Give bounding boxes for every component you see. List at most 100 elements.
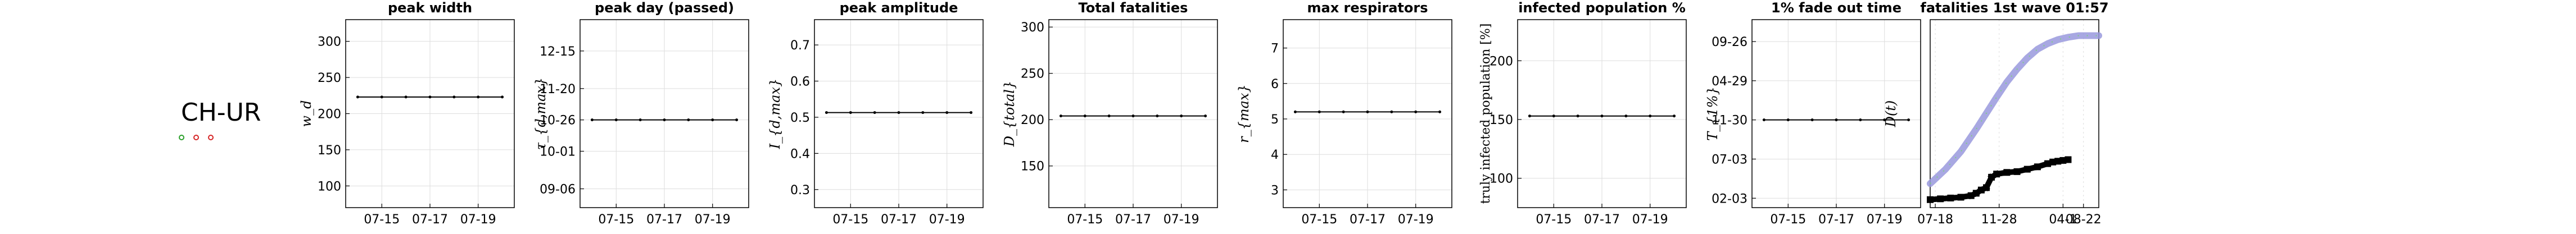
observed-point bbox=[2065, 156, 2072, 163]
y-tick-label: 0.4 bbox=[790, 147, 810, 161]
y-tick-label: 11-20 bbox=[540, 82, 576, 97]
y-axis-label: r_{max} bbox=[1236, 84, 1252, 143]
y-tick-label: 250 bbox=[318, 71, 341, 85]
axes-frame bbox=[345, 19, 515, 208]
chart-panel-2: 09-06 10-01 10-26 11-20 12-15 07-15 07-17 07-19… bbox=[533, 0, 749, 227]
data-point bbox=[1528, 114, 1531, 118]
observed-point bbox=[2034, 163, 2041, 171]
data-point bbox=[639, 118, 642, 122]
y-axis-label: τ_{d,max} bbox=[533, 77, 549, 150]
axes-frame bbox=[1751, 19, 1921, 208]
chart-title: peak width bbox=[388, 0, 472, 16]
data-point bbox=[1131, 114, 1135, 118]
data-point bbox=[970, 111, 973, 114]
x-tick-label: 07-15 bbox=[832, 213, 868, 227]
observed-point bbox=[1947, 194, 1954, 201]
y-tick-label: 300 bbox=[1021, 21, 1044, 35]
x-tick-label: 07-17 bbox=[1818, 213, 1854, 227]
y-axis-label: D(t) bbox=[1883, 100, 1899, 128]
data-point bbox=[825, 111, 828, 114]
y-tick-label: 7 bbox=[1271, 42, 1279, 56]
x-tick-label: 07-18 bbox=[1917, 213, 1953, 227]
x-tick-label: 07-17 bbox=[881, 213, 917, 227]
x-tick-label: 07-19 bbox=[929, 213, 965, 227]
data-point bbox=[1859, 118, 1862, 122]
y-tick-label: 04-29 bbox=[1712, 75, 1747, 89]
data-point bbox=[1318, 110, 1321, 113]
y-tick-label: 0.3 bbox=[790, 183, 810, 198]
y-axis-label: I_{d,max} bbox=[767, 79, 783, 150]
x-tick-label: 07-15 bbox=[1770, 213, 1806, 227]
y-tick-label: 09-26 bbox=[1712, 35, 1747, 49]
observed-point bbox=[2059, 157, 2067, 164]
chart-title: Total fatalities bbox=[1079, 0, 1188, 16]
data-point bbox=[663, 118, 666, 122]
chart-title: peak amplitude bbox=[840, 0, 958, 16]
y-tick-label: 0.6 bbox=[790, 75, 810, 89]
data-point bbox=[428, 95, 432, 99]
data-point bbox=[590, 118, 594, 122]
observed-point bbox=[1993, 171, 2000, 178]
observed-point bbox=[2013, 168, 2021, 175]
y-tick-label: 250 bbox=[1021, 67, 1044, 81]
data-point bbox=[452, 95, 456, 99]
data-point bbox=[1810, 118, 1814, 122]
fit-band bbox=[1927, 32, 2102, 187]
y-tick-label: 09-06 bbox=[540, 183, 576, 197]
data-point bbox=[1624, 114, 1628, 118]
x-tick-label: 07-15 bbox=[364, 213, 400, 227]
x-tick-label: 07-15 bbox=[1067, 213, 1103, 227]
x-tick-label: 07-19 bbox=[1398, 213, 1434, 227]
observed-point bbox=[2023, 166, 2031, 173]
x-tick-label: 08-22 bbox=[2066, 213, 2102, 227]
x-tick-label: 07-17 bbox=[1115, 213, 1151, 227]
chart-title: 1% fade out time bbox=[1771, 0, 1902, 16]
axes-frame bbox=[1283, 19, 1452, 208]
x-tick-label: 07-19 bbox=[460, 213, 496, 227]
observed-point bbox=[1927, 196, 1934, 203]
data-point bbox=[1883, 118, 1886, 122]
x-tick-label: 07-19 bbox=[1867, 213, 1903, 227]
data-point bbox=[1059, 114, 1062, 118]
data-point bbox=[356, 95, 359, 99]
data-point bbox=[1293, 110, 1297, 113]
status-marker-2 bbox=[193, 135, 199, 140]
data-point bbox=[945, 111, 949, 114]
data-point bbox=[1907, 118, 1911, 122]
data-point bbox=[1438, 110, 1442, 113]
chart-panel-6: 100 150 200 07-15 07-17 07-19 infected populat… bbox=[1479, 0, 1687, 227]
y-tick-label: 200 bbox=[318, 108, 341, 122]
chart-title: fatalities 1st wave 01:57 bbox=[1920, 0, 2108, 16]
status-marker-1 bbox=[179, 135, 184, 140]
observed-point bbox=[1937, 195, 1944, 203]
data-point bbox=[1156, 114, 1159, 118]
data-point bbox=[711, 118, 714, 122]
y-tick-label: 0.7 bbox=[790, 39, 810, 53]
data-point bbox=[380, 95, 383, 99]
data-point bbox=[735, 118, 739, 122]
data-point bbox=[1552, 114, 1555, 118]
data-point bbox=[1342, 110, 1345, 113]
y-axis-label: truly infected population [%] bbox=[1479, 24, 1493, 204]
data-point bbox=[1366, 110, 1369, 113]
chart-title: peak day (passed) bbox=[595, 0, 734, 16]
data-point bbox=[404, 95, 408, 99]
data-point bbox=[1083, 114, 1086, 118]
x-tick-label: 07-19 bbox=[1632, 213, 1668, 227]
y-tick-label: 0.5 bbox=[790, 111, 810, 125]
region-label: CH-UR bbox=[181, 98, 261, 127]
y-tick-label: 150 bbox=[1021, 160, 1044, 174]
data-point bbox=[687, 118, 690, 122]
y-tick-label: 4 bbox=[1271, 148, 1279, 162]
x-tick-label: 07-15 bbox=[1536, 213, 1572, 227]
x-tick-label: 07-15 bbox=[1301, 213, 1337, 227]
observed-point bbox=[1983, 184, 1990, 191]
x-tick-label: 07-19 bbox=[1163, 213, 1199, 227]
x-tick-label: 07-17 bbox=[646, 213, 682, 227]
y-tick-label: 300 bbox=[318, 35, 341, 49]
observed-point bbox=[1988, 173, 1995, 181]
y-axis-label: D_{total} bbox=[1002, 81, 1017, 148]
chart-title: infected population % bbox=[1518, 0, 1686, 16]
data-point bbox=[1600, 114, 1604, 118]
